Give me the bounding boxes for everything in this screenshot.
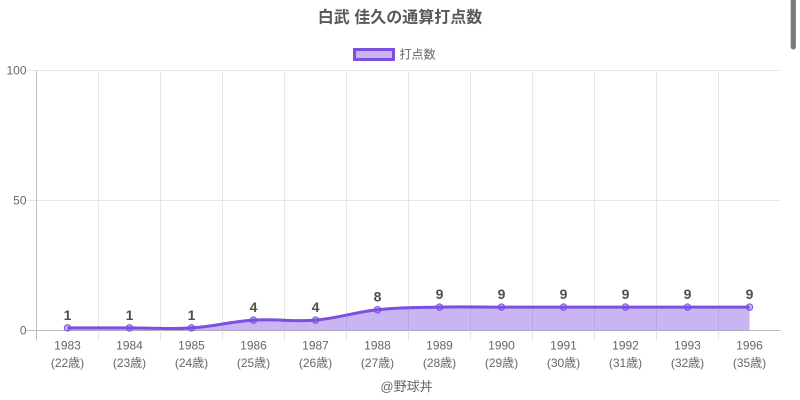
svg-text:1991: 1991 [550, 339, 577, 353]
svg-text:4: 4 [250, 299, 258, 315]
svg-text:(28歳): (28歳) [423, 356, 456, 370]
svg-text:1: 1 [64, 307, 72, 323]
svg-text:(23歳): (23歳) [113, 356, 146, 370]
svg-text:1996: 1996 [736, 339, 763, 353]
svg-text:50: 50 [13, 194, 27, 208]
svg-text:1992: 1992 [612, 339, 639, 353]
svg-text:1986: 1986 [240, 339, 267, 353]
svg-text:(24歳): (24歳) [175, 356, 208, 370]
svg-text:1983: 1983 [54, 339, 81, 353]
svg-text:0: 0 [20, 324, 27, 338]
svg-text:9: 9 [436, 286, 444, 302]
svg-text:(30歳): (30歳) [547, 356, 580, 370]
svg-text:(27歳): (27歳) [361, 356, 394, 370]
svg-text:9: 9 [746, 286, 754, 302]
svg-text:1: 1 [188, 307, 196, 323]
svg-text:(29歳): (29歳) [485, 356, 518, 370]
svg-text:@野球丼: @野球丼 [380, 379, 432, 394]
svg-text:1988: 1988 [364, 339, 391, 353]
svg-text:4: 4 [312, 299, 320, 315]
svg-text:1993: 1993 [674, 339, 701, 353]
svg-text:9: 9 [498, 286, 506, 302]
svg-text:(26歳): (26歳) [299, 356, 332, 370]
svg-text:(32歳): (32歳) [671, 356, 704, 370]
svg-text:9: 9 [560, 286, 568, 302]
svg-text:(25歳): (25歳) [237, 356, 270, 370]
svg-text:1984: 1984 [116, 339, 143, 353]
svg-text:打点数: 打点数 [400, 47, 436, 62]
svg-text:1985: 1985 [178, 339, 205, 353]
svg-text:1990: 1990 [488, 339, 515, 353]
svg-text:9: 9 [622, 286, 630, 302]
svg-text:1989: 1989 [426, 339, 453, 353]
svg-text:(35歳): (35歳) [733, 356, 766, 370]
svg-text:(22歳): (22歳) [51, 356, 84, 370]
svg-text:100: 100 [6, 64, 26, 78]
svg-text:8: 8 [374, 289, 382, 305]
svg-text:1987: 1987 [302, 339, 329, 353]
svg-text:白武 佳久の通算打点数: 白武 佳久の通算打点数 [318, 8, 482, 27]
svg-text:1: 1 [126, 307, 134, 323]
svg-text:(31歳): (31歳) [609, 356, 642, 370]
svg-text:9: 9 [684, 286, 692, 302]
